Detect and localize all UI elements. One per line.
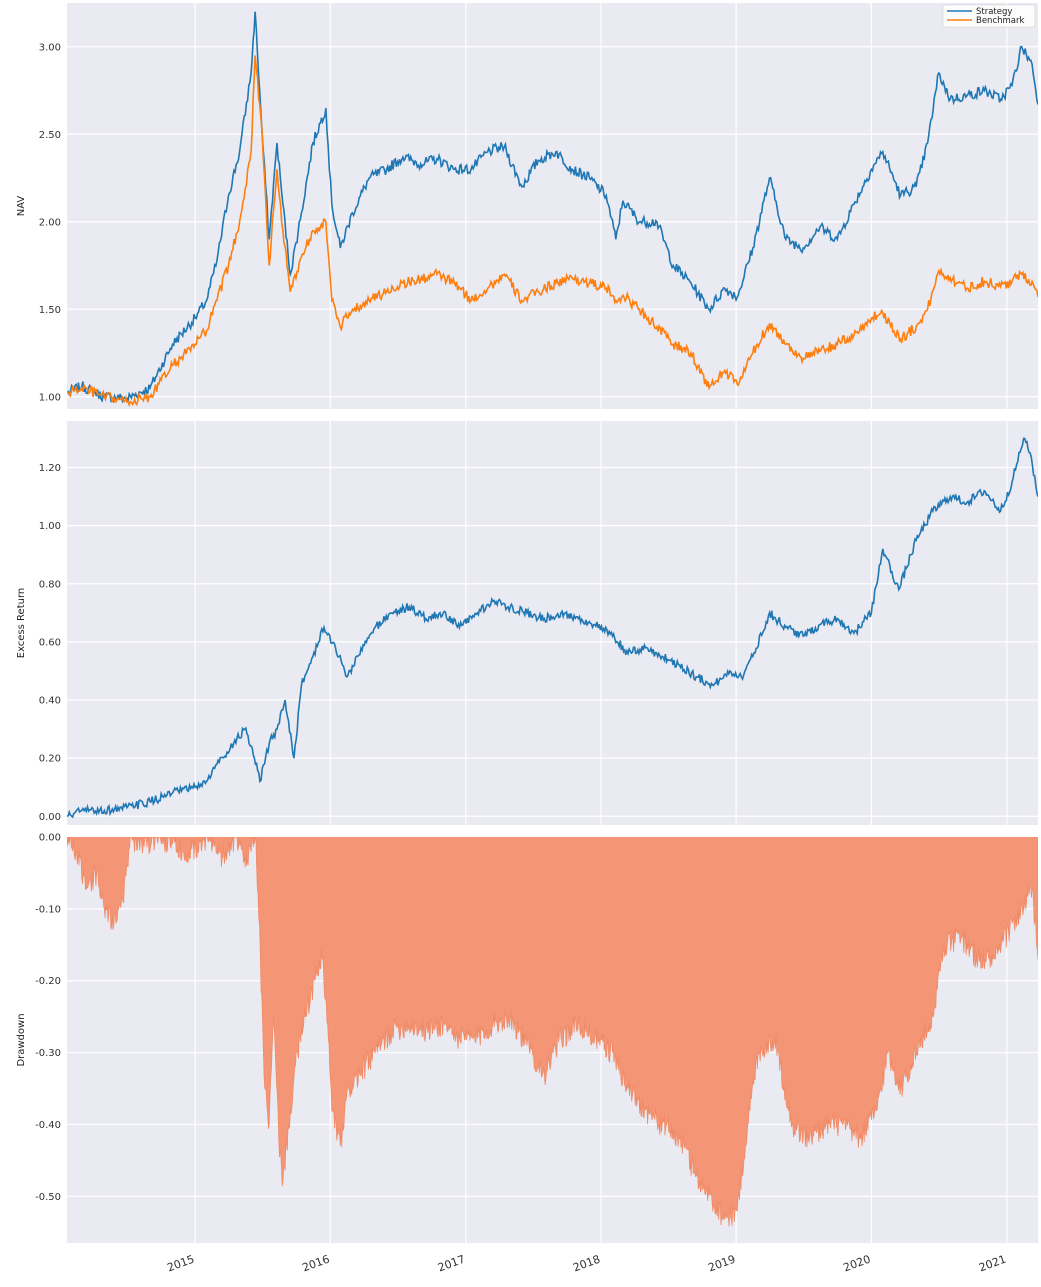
- panel-1: 1.00 1.50 2.00 2.50 3.00 NAV: [16, 3, 1038, 409]
- y-tick-label: -0.30: [35, 1048, 61, 1059]
- y-tick-label: 2.00: [39, 217, 61, 228]
- x-tick-label: 2018: [571, 1253, 602, 1275]
- y-tick-label: 1.20: [39, 463, 61, 474]
- y-tick-label: -0.10: [35, 904, 61, 915]
- x-tick-label: 2021: [977, 1253, 1008, 1275]
- legend-label-benchmark: Benchmark: [976, 16, 1024, 26]
- x-tick-label: 2019: [706, 1253, 737, 1275]
- y-tick-label: 0.60: [39, 637, 61, 648]
- y-axis-label: Excess Return: [16, 588, 27, 659]
- series-line-benchmark: [67, 55, 1038, 408]
- y-tick-label: 1.00: [39, 392, 61, 403]
- x-tick-label: 2017: [436, 1253, 467, 1275]
- y-tick-label: -0.20: [35, 976, 61, 987]
- series-line-excess-return: [67, 437, 1038, 819]
- y-axis-label: NAV: [16, 196, 27, 217]
- panel-3: 0.00 -0.10 -0.20 -0.30 -0.40 -0.50 Drawdown: [16, 833, 1038, 1243]
- y-tick-label: 0.00: [39, 833, 61, 844]
- x-tick-label: 2015: [165, 1253, 196, 1275]
- y-tick-label: 0.00: [39, 812, 61, 823]
- x-tick-label: 2016: [301, 1253, 332, 1275]
- series-line-strategy: [67, 11, 1038, 404]
- plot-area: [67, 421, 1038, 825]
- y-tick-label: 0.20: [39, 754, 61, 765]
- y-axis-label: Drawdown: [16, 1013, 27, 1066]
- y-tick-label: 0.40: [39, 696, 61, 707]
- y-tick-label: -0.50: [35, 1192, 61, 1203]
- drawdown-area: [67, 837, 1038, 1227]
- y-tick-label: 2.50: [39, 130, 61, 141]
- y-tick-label: 0.80: [39, 579, 61, 590]
- plot-area: [67, 3, 1038, 409]
- y-tick-label: 1.50: [39, 305, 61, 316]
- x-tick-label: 2020: [842, 1253, 873, 1275]
- panel-2: 0.00 0.20 0.40 0.60 0.80 1.00 1.20 Excess Retur…: [16, 421, 1038, 825]
- y-tick-label: 1.00: [39, 521, 61, 532]
- y-tick-label: 3.00: [39, 42, 61, 53]
- legend-label-strategy: Strategy: [976, 7, 1012, 17]
- y-tick-label: -0.40: [35, 1120, 61, 1131]
